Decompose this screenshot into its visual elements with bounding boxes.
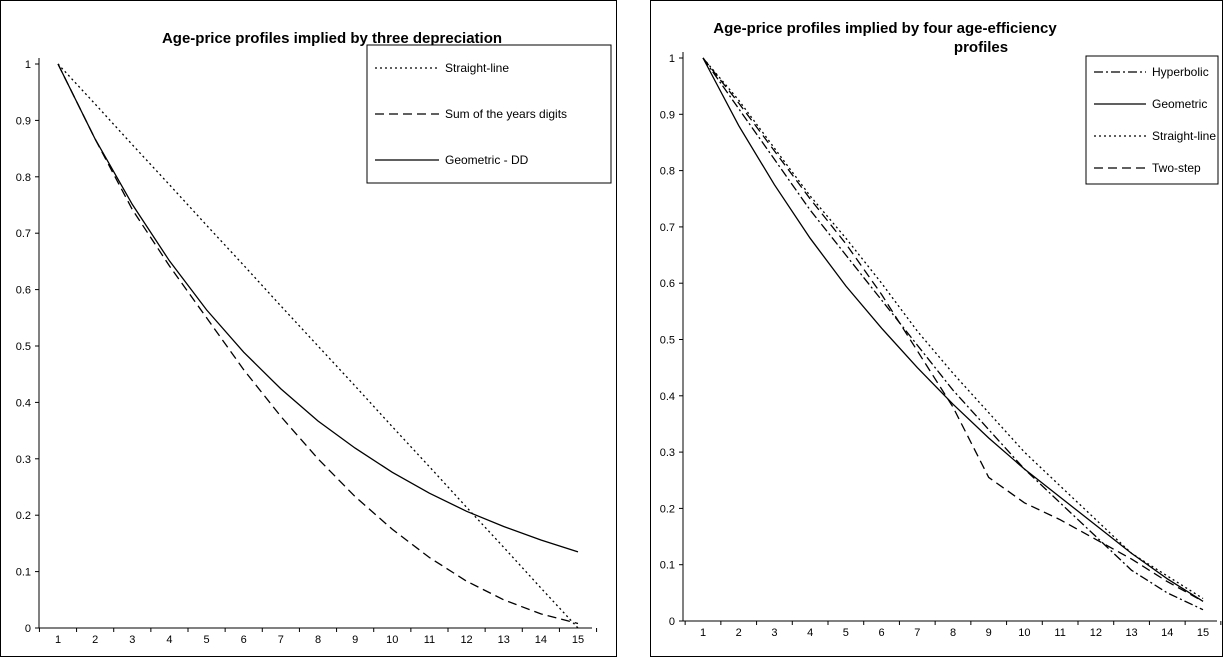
chart2-series-line-1 [702,57,1204,611]
chart2-series-line-3 [702,57,1204,600]
chart2-legend-label: Straight-line [1152,129,1216,143]
chart2-x-tick-label: 11 [1054,627,1065,639]
chart2-series-line-4 [702,57,1204,602]
chart2-x-tick-label: 8 [950,627,956,639]
chart2-y-tick-label: 0 [669,616,675,628]
chart1-x-tick-label: 6 [241,634,247,646]
chart1-x-tick-label: 13 [498,634,510,646]
chart2-x-tick-label: 7 [914,627,920,639]
chart1-legend-label: Geometric - DD [445,153,529,167]
chart1-y-tick-label: 0.1 [16,567,31,579]
chart1-series-line-2 [57,63,579,625]
chart2-series-line-2 [702,57,1204,602]
chart2-y-tick-label: 1 [669,53,675,65]
chart1-y-tick-label: 0.7 [16,228,31,240]
chart2-y-tick-label: 0.1 [660,560,675,572]
chart-left-svg: 00.10.20.30.40.50.60.70.80.911 2 3 4 5 6 7 8 9 10… [16,30,612,646]
chart2-legend [1085,55,1219,185]
chart1-x-tick-label: 14 [535,634,547,646]
chart1-y-tick-label: 0 [25,623,31,635]
chart2-x-tick-label: 1 [700,627,706,639]
chart2-x-tick-label: 2 [736,627,742,639]
chart2-y-tick-label: 0.9 [660,109,675,121]
chart1-y-tick-label: 0.4 [16,397,31,409]
chart2-x-tick-label: 6 [879,627,885,639]
chart1-y-tick-label: 0.3 [16,454,31,466]
chart1-x-tick-label: 9 [352,634,358,646]
chart1-x-tick-label: 10 [386,634,398,646]
chart2-y-tick-label: 0.3 [660,447,675,459]
chart2-x-tick-label: 13 [1125,627,1137,639]
chart2-title: profiles [954,39,1008,56]
chart2-y-tick-label: 0.6 [660,278,675,290]
chart1-legend-label: Straight-line [445,61,509,75]
chart2-legend-label: Geometric [1152,97,1207,111]
chart2-x-tick-label: 10 [1018,627,1030,639]
chart1-x-tick-label: 15 [572,634,584,646]
chart1-y-tick-label: 0.9 [16,115,31,127]
chart1-series-line-3 [57,63,579,553]
chart2-x-tick-label: 9 [986,627,992,639]
chart1-y-tick-label: 0.8 [16,172,31,184]
chart1-y-tick-label: 0.6 [16,285,31,297]
chart2-x-tick-label: 15 [1197,627,1209,639]
chart1-x-tick-label: 5 [204,634,210,646]
chart1-x-tick-label: 7 [278,634,284,646]
chart2-x-tick-label: 5 [843,627,849,639]
chart-panel-right: 0 0.1 0.2 0.3 0.4 0.5 0.6 0.7 0.8 0.9 1 1 2 3 4 5 6 7 8 9 10… [650,0,1223,657]
chart2-legend-label: Two-step [1152,161,1201,175]
chart1-legend-label: Sum of the years digits [445,107,567,121]
chart2-y-tick-label: 0.7 [660,222,675,234]
chart1-y-tick-label: 0.5 [16,341,31,353]
chart2-x-tick-label: 4 [807,627,813,639]
chart1-x-tick-label: 3 [129,634,135,646]
chart2-x-tick-label: 12 [1090,627,1102,639]
chart1-x-tick-label: 12 [460,634,472,646]
chart2-x-tick-label: 14 [1161,627,1173,639]
chart2-y-tick-label: 0.5 [660,335,675,347]
chart1-x-tick-label: 8 [315,634,321,646]
chart-panel-left: 0 0.1 0.2 0.3 0.4 0.5 0.6 0.7 0.8 0.9 1 1 2 3 4 5 6 7 8 9 10… [0,0,617,657]
chart2-title: Age-price profiles implied by four age-e… [713,20,1057,37]
chart1-x-tick-label: 1 [55,634,61,646]
chart1-x-tick-label: 11 [424,634,435,646]
chart2-y-tick-label: 0.4 [660,391,675,403]
chart2-legend-label: Hyperbolic [1152,65,1209,79]
chart2-y-tick-label: 0.2 [660,503,675,515]
chart-right-svg: 00.10.20.30.40.50.60.70.80.911 2 3 4 5 6 7 8 9 10… [660,20,1222,639]
chart2-y-tick-label: 0.8 [660,166,675,178]
chart1-x-tick-label: 4 [166,634,172,646]
chart1-title: Age-price profiles implied by three depr… [162,30,502,47]
chart1-y-tick-label: 0.2 [16,510,31,522]
chart1-x-tick-label: 2 [92,634,98,646]
chart1-y-tick-label: 1 [25,59,31,71]
chart2-x-tick-label: 3 [771,627,777,639]
